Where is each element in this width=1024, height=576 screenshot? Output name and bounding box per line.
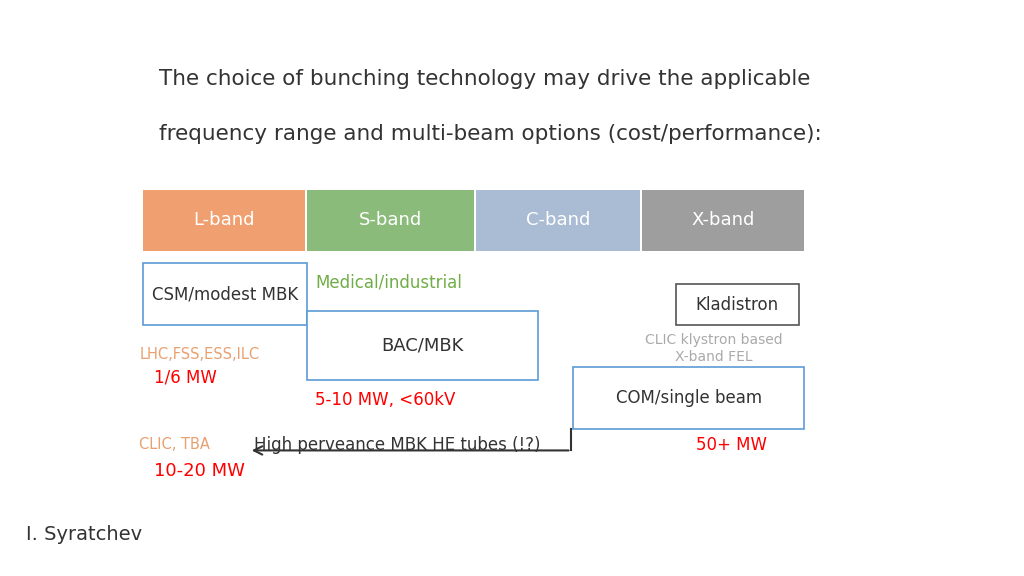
- Text: COM/single beam: COM/single beam: [615, 389, 762, 407]
- Text: I. Syratchev: I. Syratchev: [26, 525, 141, 544]
- Bar: [307, 311, 538, 380]
- Text: CLIC klystron based
X-band FEL: CLIC klystron based X-band FEL: [645, 334, 782, 363]
- Text: High perveance MBK HE tubes (!?): High perveance MBK HE tubes (!?): [254, 435, 541, 454]
- Text: 5-10 MW, <60kV: 5-10 MW, <60kV: [315, 391, 456, 410]
- Bar: [573, 367, 804, 429]
- Bar: [676, 284, 799, 325]
- Text: CSM/modest MBK: CSM/modest MBK: [153, 285, 298, 304]
- Text: The choice of bunching technology may drive the applicable: The choice of bunching technology may dr…: [159, 69, 810, 89]
- Text: BAC/MBK: BAC/MBK: [381, 336, 464, 355]
- Text: X-band: X-band: [691, 211, 755, 229]
- Text: L-band: L-band: [194, 211, 255, 229]
- Bar: [143, 190, 305, 251]
- Bar: [642, 190, 804, 251]
- Bar: [476, 190, 640, 251]
- Bar: [143, 263, 307, 325]
- Text: Medical/industrial: Medical/industrial: [315, 273, 462, 291]
- Bar: [307, 190, 474, 251]
- Text: 50+ MW: 50+ MW: [696, 435, 767, 454]
- Text: 1/6 MW: 1/6 MW: [154, 368, 216, 386]
- Text: Kladistron: Kladistron: [695, 295, 779, 314]
- Text: frequency range and multi-beam options (cost/performance):: frequency range and multi-beam options (…: [159, 124, 821, 144]
- Text: 10-20 MW: 10-20 MW: [154, 462, 245, 480]
- Text: S-band: S-band: [359, 211, 422, 229]
- Text: CLIC, TBA: CLIC, TBA: [139, 437, 210, 452]
- Text: LHC,FSS,ESS,ILC: LHC,FSS,ESS,ILC: [139, 347, 259, 362]
- Text: C-band: C-band: [526, 211, 590, 229]
